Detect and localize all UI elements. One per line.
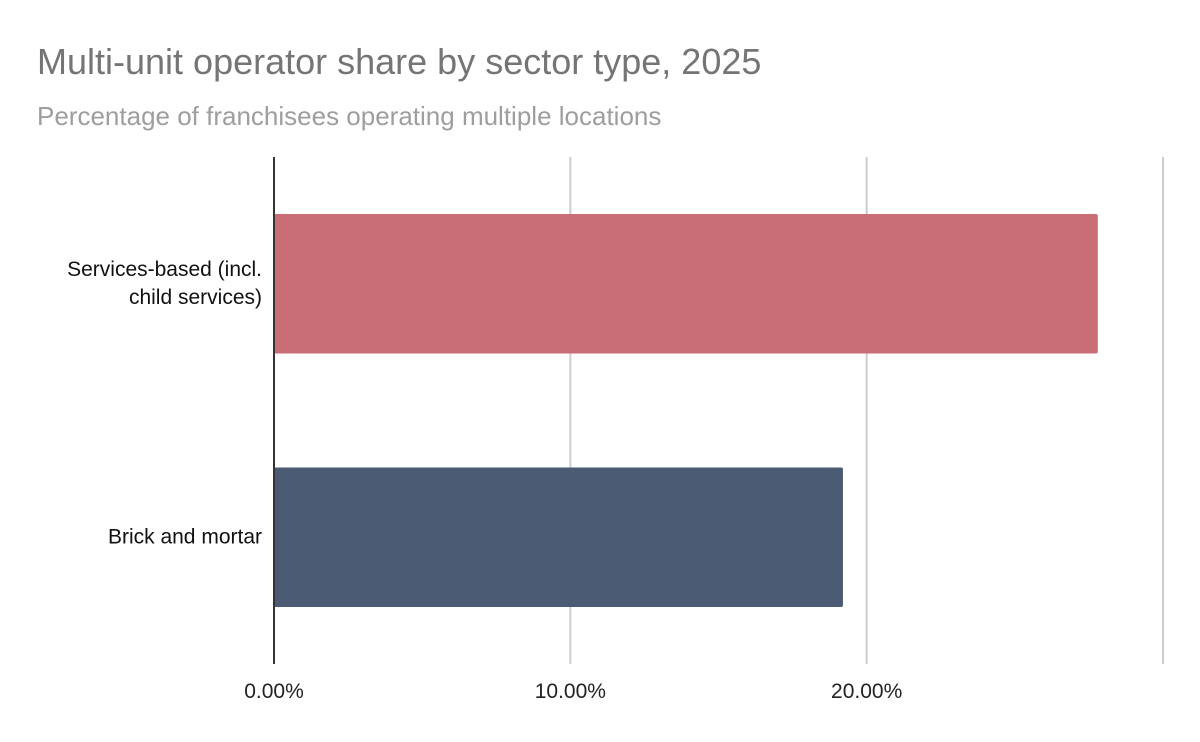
x-tick-label: 10.00% — [535, 680, 606, 703]
bar — [274, 467, 843, 607]
chart-title: Multi-unit operator share by sector type… — [37, 41, 762, 82]
chart-subtitle: Percentage of franchisees operating mult… — [37, 101, 662, 131]
bars — [274, 214, 1098, 607]
x-tick-label: 0.00% — [244, 680, 304, 703]
category-labels: Services-based (incl. child services) Bric… — [67, 257, 262, 548]
x-tick-label: 20.00% — [831, 680, 902, 703]
x-tick-labels: 0.00% 10.00% 20.00% — [244, 680, 902, 703]
category-label: Services-based (incl. child services) — [67, 257, 262, 308]
bar — [274, 214, 1098, 354]
category-label: Brick and mortar — [108, 525, 262, 548]
